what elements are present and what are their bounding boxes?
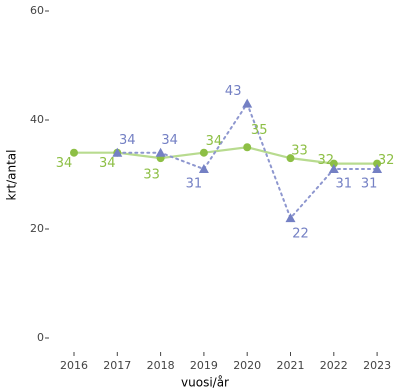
- point: [70, 148, 78, 157]
- x-tick-label: 2020: [233, 359, 261, 372]
- x-tick-label: 2022: [320, 359, 348, 372]
- y-tick-label: 40: [30, 113, 44, 126]
- x-tick-label: 2018: [147, 359, 175, 372]
- x-tick-label: 2017: [103, 359, 131, 372]
- y-tick-label: 0: [37, 331, 44, 344]
- x-tick-label: 2023: [363, 359, 391, 372]
- value-label: 34: [56, 156, 73, 171]
- value-label: 43: [225, 84, 242, 99]
- x-tick-label: 2016: [60, 359, 88, 372]
- series-line: [116, 101, 379, 221]
- point: [285, 213, 296, 223]
- value-label: 33: [291, 144, 308, 159]
- point: [373, 159, 382, 168]
- point: [198, 164, 209, 174]
- value-label: 35: [251, 123, 268, 138]
- point: [243, 143, 252, 152]
- value-label: 31: [361, 177, 378, 192]
- point: [329, 159, 338, 168]
- value-label: 32: [378, 153, 395, 168]
- x-tick-label: 2021: [277, 359, 305, 372]
- point: [199, 148, 208, 157]
- point: [286, 154, 295, 163]
- value-label: 34: [119, 133, 136, 148]
- point: [155, 147, 166, 157]
- point: [242, 98, 253, 108]
- x-tick-label: 2019: [190, 359, 218, 372]
- x-axis-title: vuosi/år: [181, 376, 229, 390]
- y-tick-label: 60: [30, 4, 44, 17]
- point: [372, 164, 383, 174]
- point: [112, 147, 123, 157]
- value-label: 22: [292, 227, 309, 242]
- value-label: 34: [99, 156, 116, 171]
- value-label: 34: [206, 134, 223, 149]
- value-label: 31: [186, 177, 203, 192]
- y-tick-label: 20: [30, 222, 44, 235]
- value-label: 31: [336, 177, 353, 192]
- value-label: 34: [161, 133, 178, 148]
- y-axis-title: krt/antal: [5, 150, 19, 201]
- point: [328, 164, 339, 174]
- value-label: 33: [143, 168, 160, 183]
- value-label: 32: [318, 153, 335, 168]
